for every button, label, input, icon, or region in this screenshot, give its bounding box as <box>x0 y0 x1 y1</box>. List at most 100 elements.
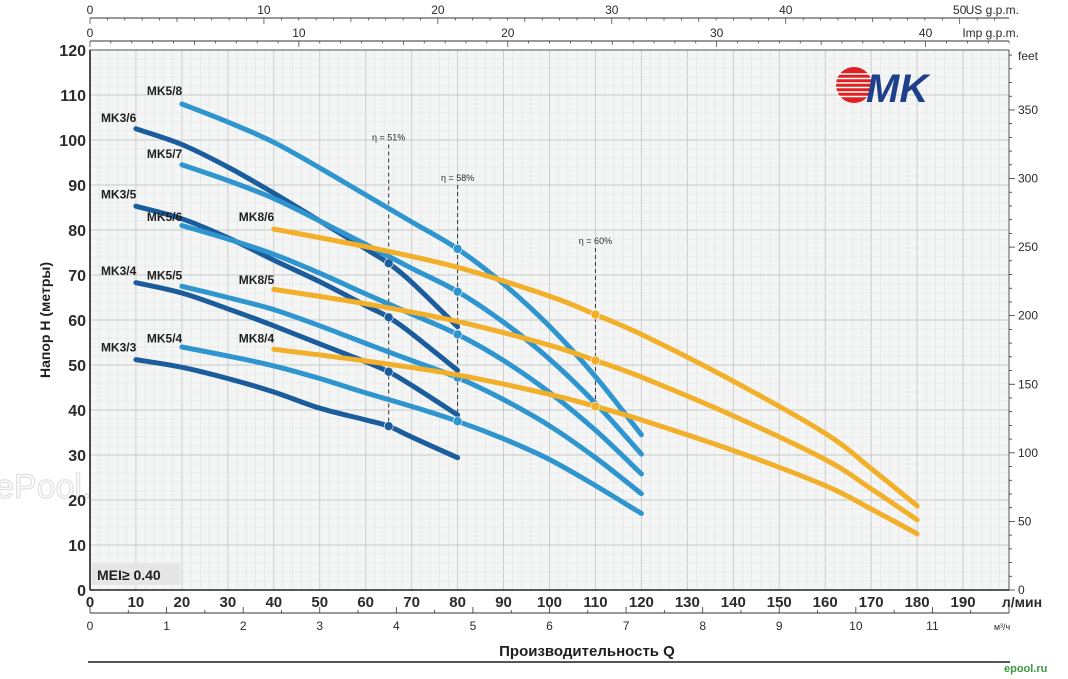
m3h-tick-label: 4 <box>393 619 400 633</box>
x-tick-label: 110 <box>583 594 607 611</box>
label-mk3-4: MK3/4 <box>101 264 137 278</box>
feet-tick-label: 100 <box>1018 446 1038 460</box>
efficiency-lines: η = 51% η = 58% η = 60% <box>372 133 612 428</box>
usgpm-tick-label: 20 <box>431 3 445 17</box>
curve-mk5-8 <box>179 101 644 438</box>
mei-label: MEI≥ 0.40 <box>97 567 161 583</box>
curve-mk5-7 <box>179 162 644 457</box>
x-tick-label: 0 <box>86 594 94 611</box>
m3h-tick-label: 5 <box>470 619 477 633</box>
x-axis-title: Производительность Q <box>499 643 675 660</box>
y-tick-label: 30 <box>68 448 86 465</box>
y-tick-label: 20 <box>68 493 86 510</box>
x-tick-label: 140 <box>721 594 746 611</box>
x-tick-label: 60 <box>357 594 374 611</box>
x-tick-label: 10 <box>128 594 145 611</box>
y-tick-label: 90 <box>68 178 86 195</box>
x-tick-label: 180 <box>905 594 930 611</box>
curve-mk3-4 <box>133 280 461 418</box>
usgpm-tick-label: 50 <box>953 3 967 17</box>
label-mk5-8: MK5/8 <box>147 84 183 98</box>
m3h-tick-label: 7 <box>623 619 630 633</box>
mei-badge: MEI≥ 0.40 <box>92 563 180 585</box>
label-mk8-6: MK8/6 <box>239 210 275 224</box>
efficiency-label: η = 58% <box>441 173 474 183</box>
marker-mk8-6 <box>590 309 601 320</box>
m3h-tick-label: 2 <box>240 619 247 633</box>
y-tick-label: 100 <box>59 133 86 150</box>
x-tick-label: 80 <box>449 594 466 611</box>
curve-mk3-3 <box>133 357 461 461</box>
x-tick-label: 190 <box>951 594 976 611</box>
x-tick-label: 40 <box>265 594 282 611</box>
efficiency-label: η = 60% <box>579 236 612 246</box>
curve-mk8-6 <box>271 226 920 509</box>
marker-mk5-7 <box>452 286 463 297</box>
m3h-tick-label: 11 <box>926 619 939 633</box>
curve-mk5-4 <box>179 344 644 516</box>
label-mk5-5: MK5/5 <box>147 269 183 283</box>
series-labels: MK3/3 MK3/4 MK3/5 MK3/6 MK5/4 MK5/5 MK5/6 MK5/7… <box>101 84 275 355</box>
x-tick-label: 170 <box>859 594 884 611</box>
x-tick-label: 120 <box>629 594 654 611</box>
impgpm-tick-label: 40 <box>919 26 933 40</box>
curve-mk5-5 <box>179 283 644 497</box>
m3h-tick-label: 0 <box>87 619 94 633</box>
label-mk3-3: MK3/3 <box>101 341 137 355</box>
y-tick-label: 80 <box>68 223 86 240</box>
marker-mk8-5 <box>590 355 601 366</box>
curve-mk3-5 <box>133 203 461 373</box>
feet-tick-label: 250 <box>1018 240 1038 254</box>
feet-tick-label: 350 <box>1018 103 1038 117</box>
series-curves <box>133 101 920 537</box>
usgpm-tick-label: 0 <box>87 3 94 17</box>
impgpm-tick-label: 10 <box>292 26 306 40</box>
impgpm-tick-label: 30 <box>710 26 724 40</box>
marker-mk5-8 <box>452 244 463 254</box>
y-tick-label: 70 <box>68 268 86 285</box>
y-tick-label: 0 <box>77 583 86 600</box>
label-mk8-5: MK8/5 <box>239 273 275 287</box>
m3h-tick-label: 6 <box>546 619 553 633</box>
x-tick-label: 160 <box>813 594 838 611</box>
y-tick-label: 50 <box>68 358 86 375</box>
label-mk5-6: MK5/6 <box>147 210 183 224</box>
x-tick-label: 90 <box>495 594 512 611</box>
x-tick-label: 70 <box>403 594 420 611</box>
y-tick-label: 120 <box>59 43 86 60</box>
x-tick-label: 150 <box>767 594 792 611</box>
label-mk3-5: MK3/5 <box>101 188 137 202</box>
efficiency-label: η = 51% <box>372 133 405 143</box>
logo-text: MK <box>866 67 931 111</box>
label-mk5-7: MK5/7 <box>147 147 183 161</box>
feet-tick-label: 300 <box>1018 172 1038 186</box>
impgpm-tick-label: 0 <box>87 26 94 40</box>
marker-mk3-4 <box>383 366 394 377</box>
m3h-tick-label: 3 <box>316 619 323 633</box>
usgpm-tick-label: 30 <box>605 3 619 17</box>
curve-mk8-5 <box>271 286 920 523</box>
y-axis-title: Напор H (метры) <box>37 262 53 378</box>
marker-mk3-5 <box>383 312 394 323</box>
label-mk5-4: MK5/4 <box>147 332 183 346</box>
marker-mk3-3 <box>383 421 394 432</box>
label-mk8-4: MK8/4 <box>239 332 275 346</box>
mk-logo: MK <box>836 67 931 111</box>
y-tick-label: 110 <box>60 88 86 105</box>
impgpm-tick-label: 20 <box>501 26 515 40</box>
m3h-tick-label: 10 <box>849 619 863 633</box>
label-mk3-6: MK3/6 <box>101 111 137 125</box>
curve-mk8-4 <box>271 346 920 537</box>
feet-tick-label: 200 <box>1018 309 1038 323</box>
y-tick-label: 10 <box>68 538 86 555</box>
x-tick-label: 30 <box>220 594 237 611</box>
footer-logo: epool.ru <box>1004 663 1047 675</box>
impgpm-unit-label: Imp g.p.m. <box>962 26 1019 40</box>
feet-unit-label: feet <box>1018 49 1039 63</box>
marker-mk5-4 <box>452 416 463 427</box>
m3h-tick-label: 9 <box>776 619 783 633</box>
feet-tick-label: 150 <box>1018 377 1038 391</box>
marker-mk8-4 <box>590 401 601 412</box>
